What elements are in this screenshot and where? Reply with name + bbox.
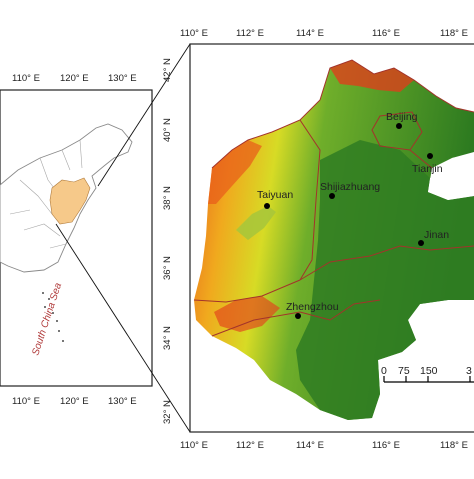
city-taiyuan: Taiyuan: [257, 189, 293, 209]
basin-region: [236, 206, 276, 240]
main-left-tick: 42° N: [162, 58, 173, 82]
main-bottom-tick: 110° E: [180, 440, 208, 451]
city-zhengzhou: Zhengzhou: [286, 301, 339, 319]
scale-label: 0: [381, 365, 387, 377]
city-jinan: Jinan: [418, 229, 449, 246]
main-top-tick: 110° E: [180, 28, 208, 39]
main-left-tick: 34° N: [162, 326, 173, 350]
inset-top-tick: 110° E: [12, 73, 40, 84]
main-left-tick: 36° N: [162, 256, 173, 280]
svg-text:Beijing: Beijing: [386, 111, 418, 123]
scale-label: 3: [466, 365, 472, 377]
scale-bar: 0 75 150 3: [381, 365, 474, 383]
plain-region: [296, 140, 474, 420]
main-bottom-tick: 118° E: [440, 440, 468, 451]
south-china-sea-islands: [42, 292, 64, 342]
main-top-tick: 112° E: [236, 28, 264, 39]
main-bottom-tick: 114° E: [296, 440, 324, 451]
main-left-tick: 32° N: [162, 400, 173, 424]
province-boundaries: [193, 59, 474, 337]
main-top-tick: 116° E: [372, 28, 400, 39]
high-elevation-west: [208, 140, 262, 204]
inset-map: South China Sea 110° E 120° E 130° E 110…: [0, 73, 153, 407]
scale-label: 75: [398, 365, 410, 377]
svg-text:Taiyuan: Taiyuan: [257, 189, 293, 201]
main-top-tick: 118° E: [440, 28, 468, 39]
scale-label: 150: [420, 365, 438, 377]
zoom-connector: [55, 223, 191, 433]
city-tianjin: Tianjin: [412, 153, 443, 175]
main-top-tick: 114° E: [296, 28, 324, 39]
main-map: 110° E 112° E 114° E 116° E 118° E 110° …: [162, 28, 474, 451]
svg-text:Zhengzhou: Zhengzhou: [286, 301, 339, 313]
city-shijiazhuang: Shijiazhuang: [320, 181, 380, 199]
bohai-sea: [428, 154, 474, 200]
svg-text:Shijiazhuang: Shijiazhuang: [320, 181, 380, 193]
high-elevation-south: [214, 296, 280, 332]
main-left-tick: 38° N: [162, 186, 173, 210]
svg-text:Tianjin: Tianjin: [412, 163, 443, 175]
city-beijing: Beijing: [386, 111, 418, 129]
inset-top-tick: 120° E: [60, 73, 89, 84]
study-area-highlight: [49, 177, 91, 225]
inset-bottom-tick: 110° E: [12, 396, 40, 407]
zoom-connector: [97, 43, 191, 187]
high-elevation-north: [330, 60, 414, 92]
inset-top-tick: 130° E: [108, 73, 137, 84]
main-left-tick: 40° N: [162, 118, 173, 142]
main-bottom-tick: 116° E: [372, 440, 400, 451]
inset-province-lines: [9, 139, 83, 249]
svg-text:Jinan: Jinan: [424, 229, 449, 241]
inset-bottom-tick: 120° E: [60, 396, 89, 407]
main-bottom-tick: 112° E: [236, 440, 264, 451]
inset-bottom-tick: 130° E: [108, 396, 137, 407]
